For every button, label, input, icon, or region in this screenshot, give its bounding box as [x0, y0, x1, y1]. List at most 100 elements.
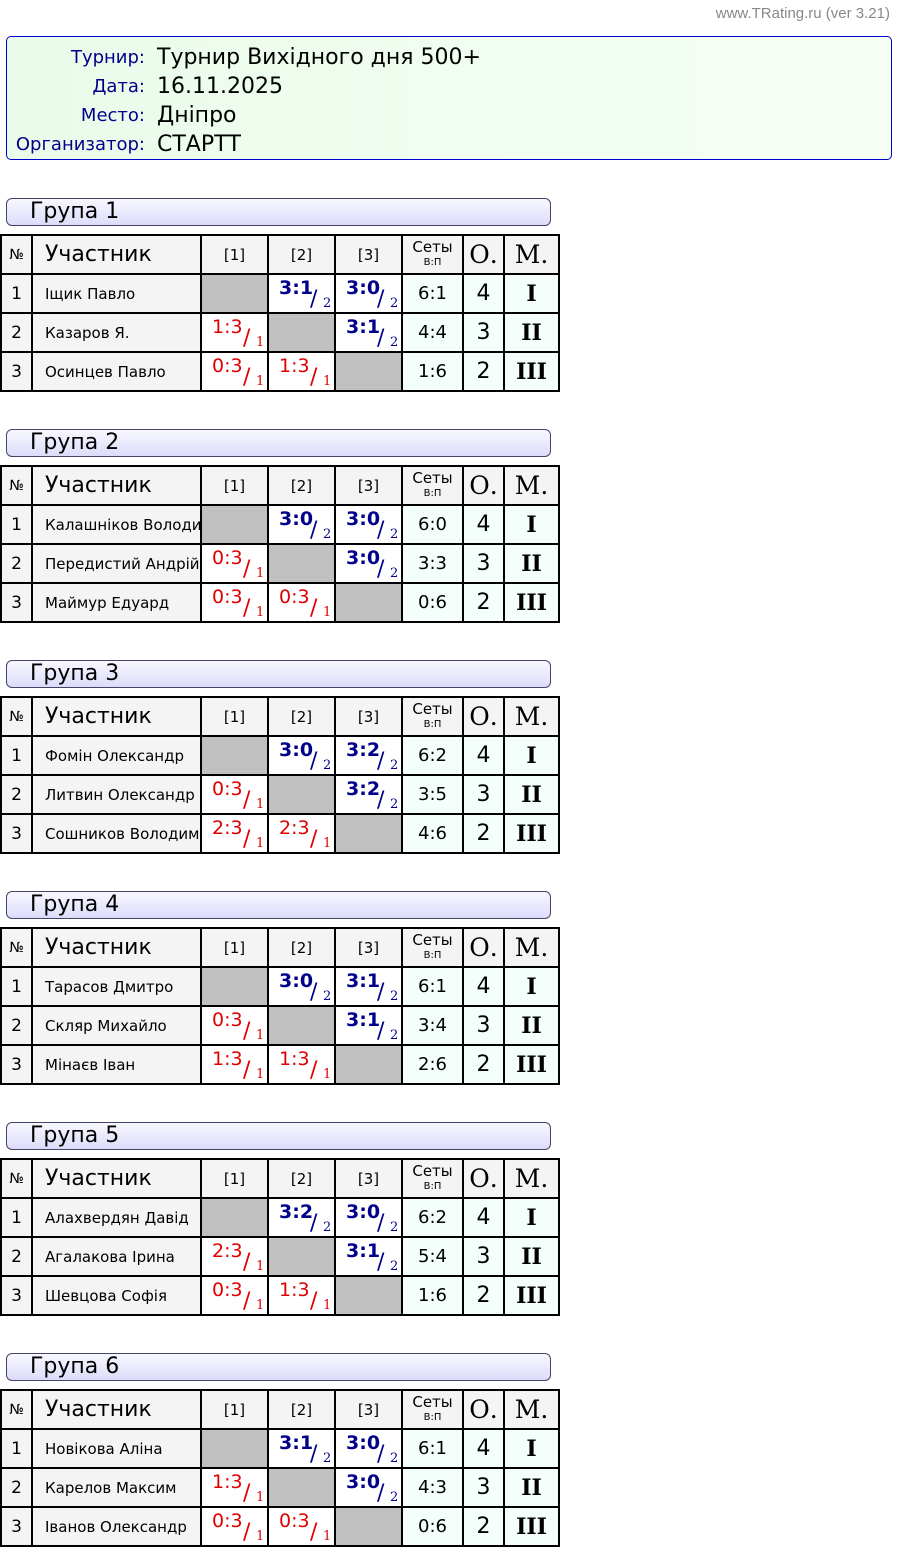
match-result[interactable]: 3:2/ 2 — [334, 735, 403, 776]
match-points: 2 — [390, 1451, 399, 1466]
match-result[interactable]: 0:3/ 1 — [200, 1275, 269, 1316]
self-cell — [334, 351, 403, 392]
match-result[interactable]: 3:2/ 2 — [267, 1197, 336, 1238]
participant-name[interactable]: Скляр Михайло — [31, 1005, 202, 1046]
match-result[interactable]: 1:3/ 1 — [200, 1044, 269, 1085]
match-result[interactable]: 2:3/ 1 — [267, 813, 336, 854]
match-points: 2 — [390, 527, 399, 542]
version-link[interactable]: www.TRating.ru (ver 3.21) — [715, 5, 890, 22]
row-number: 2 — [0, 543, 33, 584]
points-value: 3 — [462, 1467, 505, 1508]
match-result[interactable]: 0:3/ 1 — [200, 1005, 269, 1046]
match-result[interactable]: 3:1/ 2 — [267, 1428, 336, 1469]
points-value: 4 — [462, 735, 505, 776]
header-sets-sub: В:П — [423, 487, 442, 499]
table-row: 3 Мінаєв Іван 1:3/1 1:3/1 2:6 2 III — [0, 1044, 560, 1085]
participant-name[interactable]: Новікова Аліна — [31, 1428, 202, 1469]
participant-name[interactable]: Агалакова Ірина — [31, 1236, 202, 1277]
match-result[interactable]: 3:0/ 2 — [267, 966, 336, 1007]
row-number: 1 — [0, 735, 33, 776]
match-result[interactable]: 3:0/ 2 — [334, 273, 403, 314]
participant-name[interactable]: Маймур Едуард — [31, 582, 202, 623]
match-points: 1 — [323, 605, 332, 620]
participant-name[interactable]: Тарасов Дмитро — [31, 966, 202, 1007]
match-result[interactable]: 3:1/ 2 — [334, 312, 403, 353]
header-col-2: [2] — [267, 465, 336, 506]
header-col-1: [1] — [200, 696, 269, 737]
match-result[interactable]: 3:1/ 2 — [334, 1236, 403, 1277]
header-col-3: [3] — [334, 234, 403, 275]
match-result[interactable]: 3:0/ 2 — [334, 1428, 403, 1469]
points-value: 3 — [462, 1005, 505, 1046]
match-result[interactable]: 0:3/ 1 — [200, 1506, 269, 1547]
match-result[interactable]: 3:1/ 2 — [267, 273, 336, 314]
match-points: 1 — [256, 1028, 265, 1043]
participant-name[interactable]: Калашніков Володими — [31, 504, 202, 545]
participant-name[interactable]: Алахвердян Давід — [31, 1197, 202, 1238]
participant-name[interactable]: Сошников Володимир — [31, 813, 202, 854]
place-value: III — [503, 582, 560, 623]
match-result[interactable]: 0:3/ 1 — [200, 774, 269, 815]
match-result[interactable]: 2:3/ 1 — [200, 813, 269, 854]
match-score: 3:2 — [279, 1201, 314, 1223]
slash-divider: / — [310, 1058, 318, 1083]
participant-name[interactable]: Фомін Олександр — [31, 735, 202, 776]
match-result[interactable]: 3:0/ 2 — [334, 504, 403, 545]
participant-name[interactable]: Литвин Олександр — [31, 774, 202, 815]
match-result[interactable]: 3:0/ 2 — [267, 504, 336, 545]
header-place: М. — [503, 465, 560, 506]
match-result[interactable]: 3:0/ 2 — [334, 1467, 403, 1508]
place-value: II — [503, 1467, 560, 1508]
match-result[interactable]: 2:3/ 1 — [200, 1236, 269, 1277]
row-number: 2 — [0, 1005, 33, 1046]
participant-name[interactable]: Шевцова Софія — [31, 1275, 202, 1316]
slash-divider: / — [310, 1289, 318, 1314]
match-result[interactable]: 3:1/ 2 — [334, 1005, 403, 1046]
match-result[interactable]: 0:3/ 1 — [200, 543, 269, 584]
match-result[interactable]: 0:3/ 1 — [200, 582, 269, 623]
participant-name[interactable]: Казаров Я. — [31, 312, 202, 353]
table-row: 1 Алахвердян Давід 3:2/2 3:0/2 6:2 4 I — [0, 1197, 560, 1238]
participant-name[interactable]: Передистий Андрій — [31, 543, 202, 584]
header-place: М. — [503, 927, 560, 968]
header-sets-label: Сеты — [412, 1392, 453, 1411]
participant-name[interactable]: Іщик Павло — [31, 273, 202, 314]
match-points: 2 — [323, 527, 332, 542]
match-result[interactable]: 3:0/ 2 — [267, 735, 336, 776]
match-points: 1 — [256, 605, 265, 620]
match-result[interactable]: 0:3/ 1 — [267, 582, 336, 623]
participant-name[interactable]: Мінаєв Іван — [31, 1044, 202, 1085]
place-value: I — [503, 966, 560, 1007]
participant-name[interactable]: Карелов Максим — [31, 1467, 202, 1508]
header-col-1: [1] — [200, 465, 269, 506]
slash-divider: / — [243, 557, 251, 582]
match-result[interactable]: 1:3/ 1 — [200, 312, 269, 353]
match-points: 2 — [390, 1220, 399, 1235]
match-result[interactable]: 3:1/ 2 — [334, 966, 403, 1007]
match-score: 3:1 — [346, 1009, 381, 1031]
match-result[interactable]: 0:3/ 1 — [200, 351, 269, 392]
participant-name[interactable]: Осинцев Павло — [31, 351, 202, 392]
match-result[interactable]: 1:3/ 1 — [267, 1275, 336, 1316]
self-cell — [200, 504, 269, 545]
match-result[interactable]: 1:3/ 1 — [267, 1044, 336, 1085]
match-result[interactable]: 1:3/ 1 — [267, 351, 336, 392]
participant-name[interactable]: Іванов Олександр — [31, 1506, 202, 1547]
header-col-1: [1] — [200, 927, 269, 968]
slash-divider: / — [377, 1442, 385, 1467]
match-result[interactable]: 3:0/ 2 — [334, 1197, 403, 1238]
row-number: 1 — [0, 504, 33, 545]
match-score: 2:3 — [212, 1240, 243, 1262]
match-result[interactable]: 1:3/ 1 — [200, 1467, 269, 1508]
info-row-tournament: Турнир: Турнир Вихідного дня 500+ — [7, 43, 891, 72]
match-result[interactable]: 3:2/ 2 — [334, 774, 403, 815]
header-name: Участник — [31, 927, 202, 968]
match-result[interactable]: 3:0/ 2 — [334, 543, 403, 584]
table-row: 3 Шевцова Софія 0:3/1 1:3/1 1:6 2 III — [0, 1275, 560, 1316]
match-result[interactable]: 0:3/ 1 — [267, 1506, 336, 1547]
slash-divider: / — [243, 326, 251, 351]
match-points: 2 — [390, 989, 399, 1004]
tournament-info: Турнир: Турнир Вихідного дня 500+ Дата: 16… — [6, 36, 892, 160]
